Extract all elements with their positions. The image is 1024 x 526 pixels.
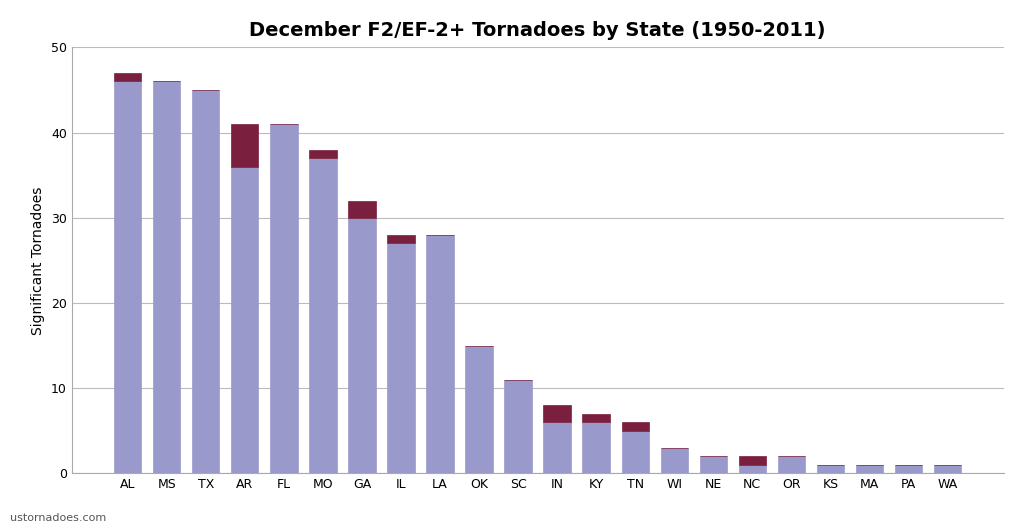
Bar — [895, 465, 923, 473]
Bar — [738, 457, 766, 465]
Bar — [660, 448, 688, 473]
Bar — [544, 405, 570, 422]
Bar — [193, 90, 219, 473]
Bar — [856, 465, 883, 473]
Bar — [348, 218, 376, 473]
Bar — [231, 124, 258, 167]
Text: ustornadoes.com: ustornadoes.com — [10, 513, 106, 523]
Bar — [738, 465, 766, 473]
Bar — [934, 465, 962, 473]
Bar — [387, 244, 415, 473]
Bar — [309, 158, 337, 473]
Y-axis label: Significant Tornadoes: Significant Tornadoes — [32, 186, 45, 335]
Bar — [426, 235, 454, 473]
Bar — [231, 167, 258, 473]
Bar — [348, 201, 376, 218]
Bar — [583, 422, 610, 473]
Bar — [153, 82, 180, 473]
Bar — [699, 457, 727, 473]
Bar — [505, 380, 531, 473]
Bar — [270, 124, 298, 473]
Bar — [622, 422, 649, 431]
Bar — [114, 73, 141, 82]
Bar — [622, 431, 649, 473]
Bar — [583, 414, 610, 422]
Bar — [544, 422, 570, 473]
Title: December F2/EF-2+ Tornadoes by State (1950-2011): December F2/EF-2+ Tornadoes by State (19… — [250, 21, 825, 40]
Bar — [387, 235, 415, 244]
Bar — [817, 465, 844, 473]
Bar — [465, 346, 493, 473]
Bar — [777, 457, 805, 473]
Bar — [309, 149, 337, 158]
Bar — [114, 82, 141, 473]
